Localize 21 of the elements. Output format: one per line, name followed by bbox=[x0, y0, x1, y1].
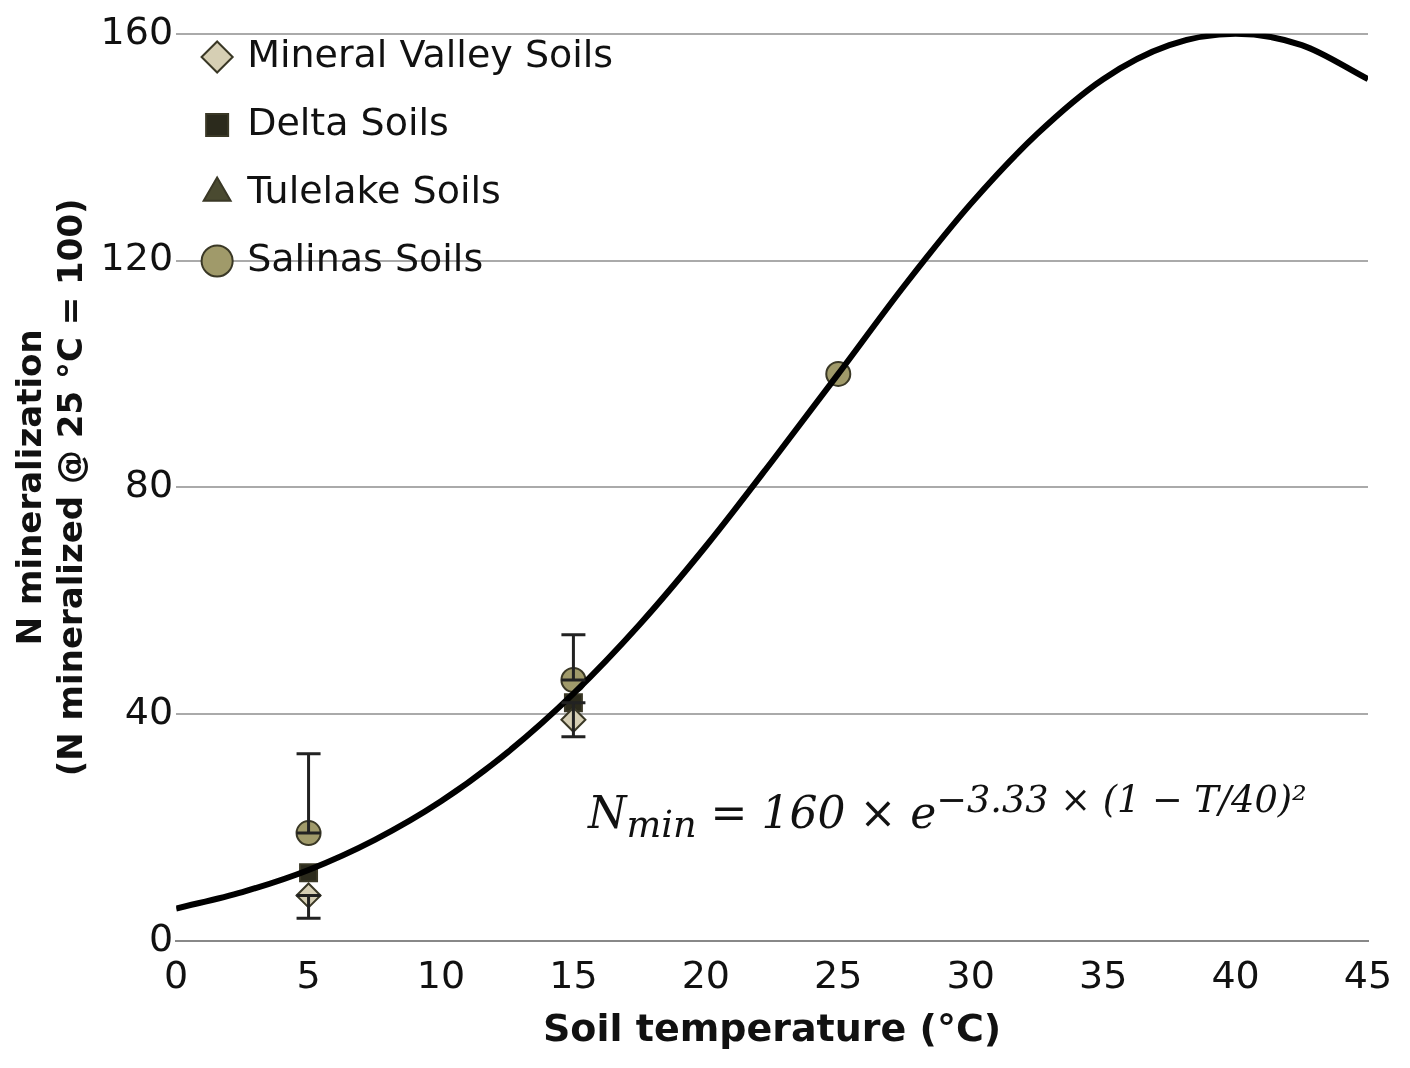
annotation: N$_{min}$ = 160 × e$^{−3.33 × (1 − T/40)²}$ bbox=[588, 778, 1307, 847]
y-axis-title: N mineralization (N mineralized @ 25 °C = 100) bbox=[9, 198, 91, 777]
x-tick-label: 10 bbox=[416, 953, 466, 998]
x-tick-label: 20 bbox=[681, 953, 731, 998]
x-tick-label: 25 bbox=[814, 953, 863, 998]
y-tick-label: 0 bbox=[148, 915, 174, 960]
y-tick-label: 160 bbox=[100, 8, 174, 53]
x-tick-label: 45 bbox=[1343, 953, 1393, 998]
y-tick-label: 120 bbox=[100, 235, 174, 280]
x-tick-label: 30 bbox=[946, 953, 995, 998]
x-tick-label: 5 bbox=[296, 953, 321, 998]
legend-label: Tulelake Soils bbox=[246, 167, 501, 212]
legend-label: Delta Soils bbox=[247, 99, 449, 144]
y-tick-label: 40 bbox=[124, 688, 174, 733]
x-tick-label: 15 bbox=[549, 953, 598, 998]
x-tick-label: 40 bbox=[1211, 953, 1260, 998]
x-axis-title: Soil temperature (°C) bbox=[542, 1006, 1002, 1051]
y-tick-label: 80 bbox=[124, 462, 174, 507]
x-tick-label: 35 bbox=[1078, 953, 1128, 998]
legend-label: Mineral Valley Soils bbox=[247, 31, 614, 76]
legend-label: Salinas Soils bbox=[247, 235, 484, 280]
